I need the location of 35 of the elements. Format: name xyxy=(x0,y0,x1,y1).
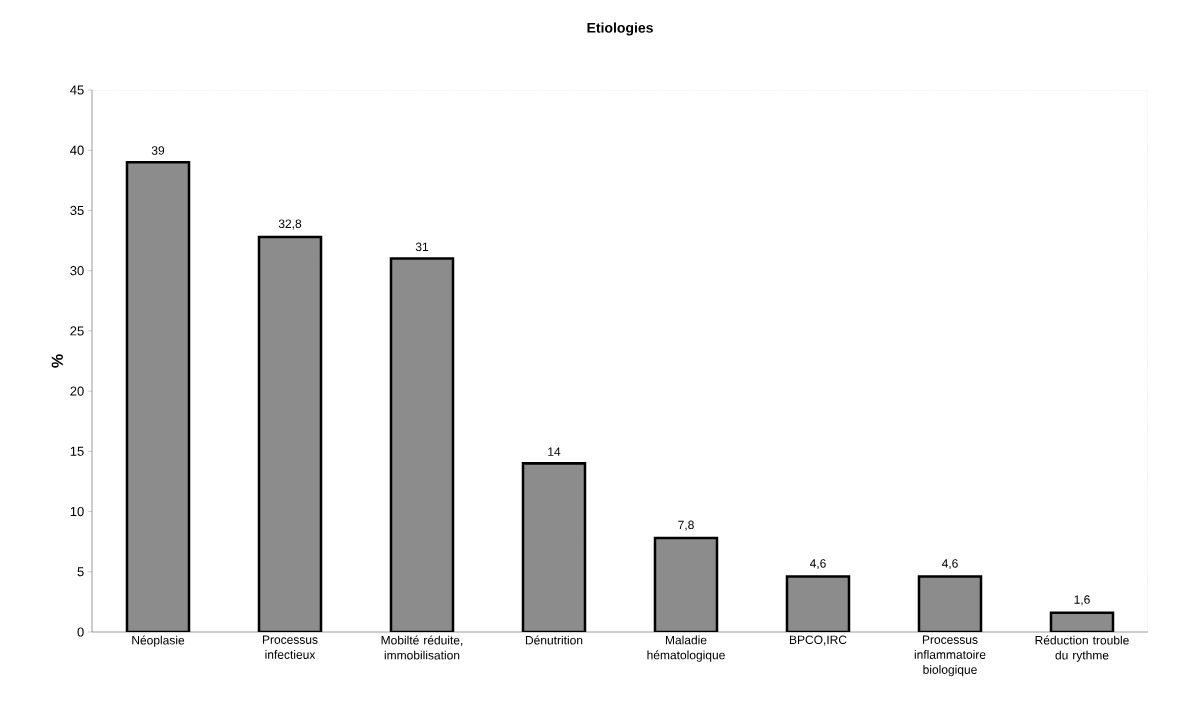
bar xyxy=(257,235,323,632)
data-label: 32,8 xyxy=(278,219,302,230)
y-tick-label: 5 xyxy=(77,567,84,577)
chart-title: Etiologies xyxy=(587,22,653,36)
y-tick-label: 30 xyxy=(70,266,84,276)
y-tick-label: 20 xyxy=(70,386,84,396)
y-tick-label: 45 xyxy=(70,85,84,95)
bar xyxy=(521,462,587,632)
y-tick-label: 25 xyxy=(70,326,84,336)
y-tick-label: 35 xyxy=(70,205,84,216)
bar xyxy=(785,575,851,632)
y-tick-label: 40 xyxy=(70,145,84,155)
bar xyxy=(653,536,719,632)
y-tick-label: 0 xyxy=(77,627,84,637)
x-tick-label: Réduction trouble du rythme xyxy=(1035,635,1129,662)
data-label: 4,6 xyxy=(809,559,826,570)
data-label: 31 xyxy=(415,242,429,252)
bar xyxy=(125,161,191,632)
x-tick-label: BPCO,IRC xyxy=(789,635,847,646)
bar xyxy=(917,575,983,632)
x-tick-label: Mobilté réduite, immobilisation xyxy=(381,635,463,660)
data-label: 7,8 xyxy=(678,520,694,531)
x-tick-label: Dénutrition xyxy=(525,635,583,645)
y-tick-label: 10 xyxy=(70,506,84,517)
x-tick-label: Maladie hématologique xyxy=(647,635,725,662)
data-label: 1,6 xyxy=(1074,595,1090,606)
data-label: 4,6 xyxy=(941,559,958,570)
bar xyxy=(389,257,455,632)
x-tick-label: Processus inflammatoire biologique xyxy=(914,635,986,677)
data-label: 39 xyxy=(151,146,165,155)
y-axis-title: % xyxy=(51,354,63,368)
x-tick-label: Néoplasie xyxy=(132,635,185,647)
y-tick-label: 15 xyxy=(70,446,84,456)
data-label: 14 xyxy=(548,447,561,456)
x-tick-label: Processus infectieux xyxy=(262,635,318,659)
